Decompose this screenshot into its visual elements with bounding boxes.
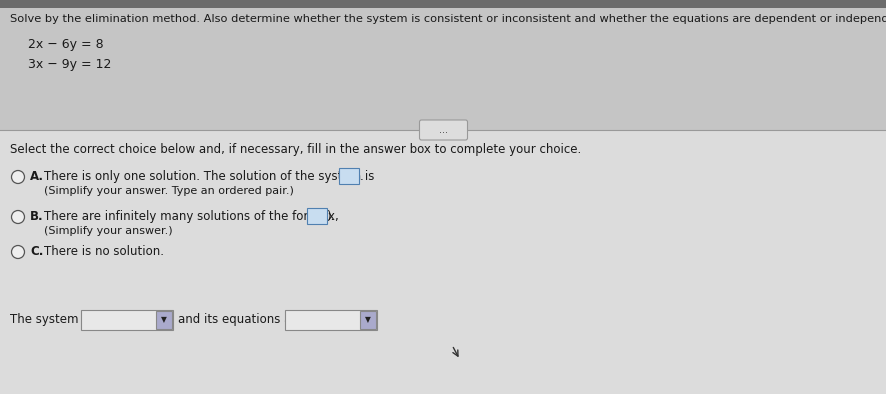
Text: and its equations are: and its equations are [178, 313, 303, 326]
FancyBboxPatch shape [307, 208, 327, 224]
Circle shape [12, 245, 25, 258]
Text: There are infinitely many solutions of the form (x,: There are infinitely many solutions of t… [44, 210, 338, 223]
FancyBboxPatch shape [284, 310, 377, 330]
Text: ▼: ▼ [161, 316, 167, 325]
Bar [0, 0, 886, 8]
Text: ▼: ▼ [365, 316, 370, 325]
Text: Select the correct choice below and, if necessary, fill in the answer box to com: Select the correct choice below and, if … [10, 143, 580, 156]
Text: Solve by the elimination method. Also determine whether the system is consistent: Solve by the elimination method. Also de… [10, 14, 886, 24]
Text: A.: A. [30, 170, 44, 183]
Text: B.: B. [30, 210, 43, 223]
Circle shape [12, 171, 25, 184]
Text: (Simplify your answer.): (Simplify your answer.) [44, 226, 173, 236]
Bar [0, 130, 886, 394]
Bar [360, 311, 376, 329]
Text: ).: ). [326, 210, 334, 223]
FancyBboxPatch shape [338, 168, 359, 184]
Text: The system is: The system is [10, 313, 91, 326]
Text: There is only one solution. The solution of the system is: There is only one solution. The solution… [44, 170, 374, 183]
Text: 2x − 6y = 8: 2x − 6y = 8 [28, 38, 104, 51]
Text: C.: C. [30, 245, 43, 258]
Text: (Simplify your answer. Type an ordered pair.): (Simplify your answer. Type an ordered p… [44, 186, 293, 196]
FancyBboxPatch shape [419, 120, 467, 140]
Bar [156, 311, 172, 329]
Text: .: . [360, 170, 363, 183]
Text: ...: ... [439, 125, 447, 135]
FancyBboxPatch shape [81, 310, 173, 330]
Text: 3x − 9y = 12: 3x − 9y = 12 [28, 58, 112, 71]
Text: There is no solution.: There is no solution. [44, 245, 164, 258]
Bar [0, 0, 886, 130]
Circle shape [12, 210, 25, 223]
